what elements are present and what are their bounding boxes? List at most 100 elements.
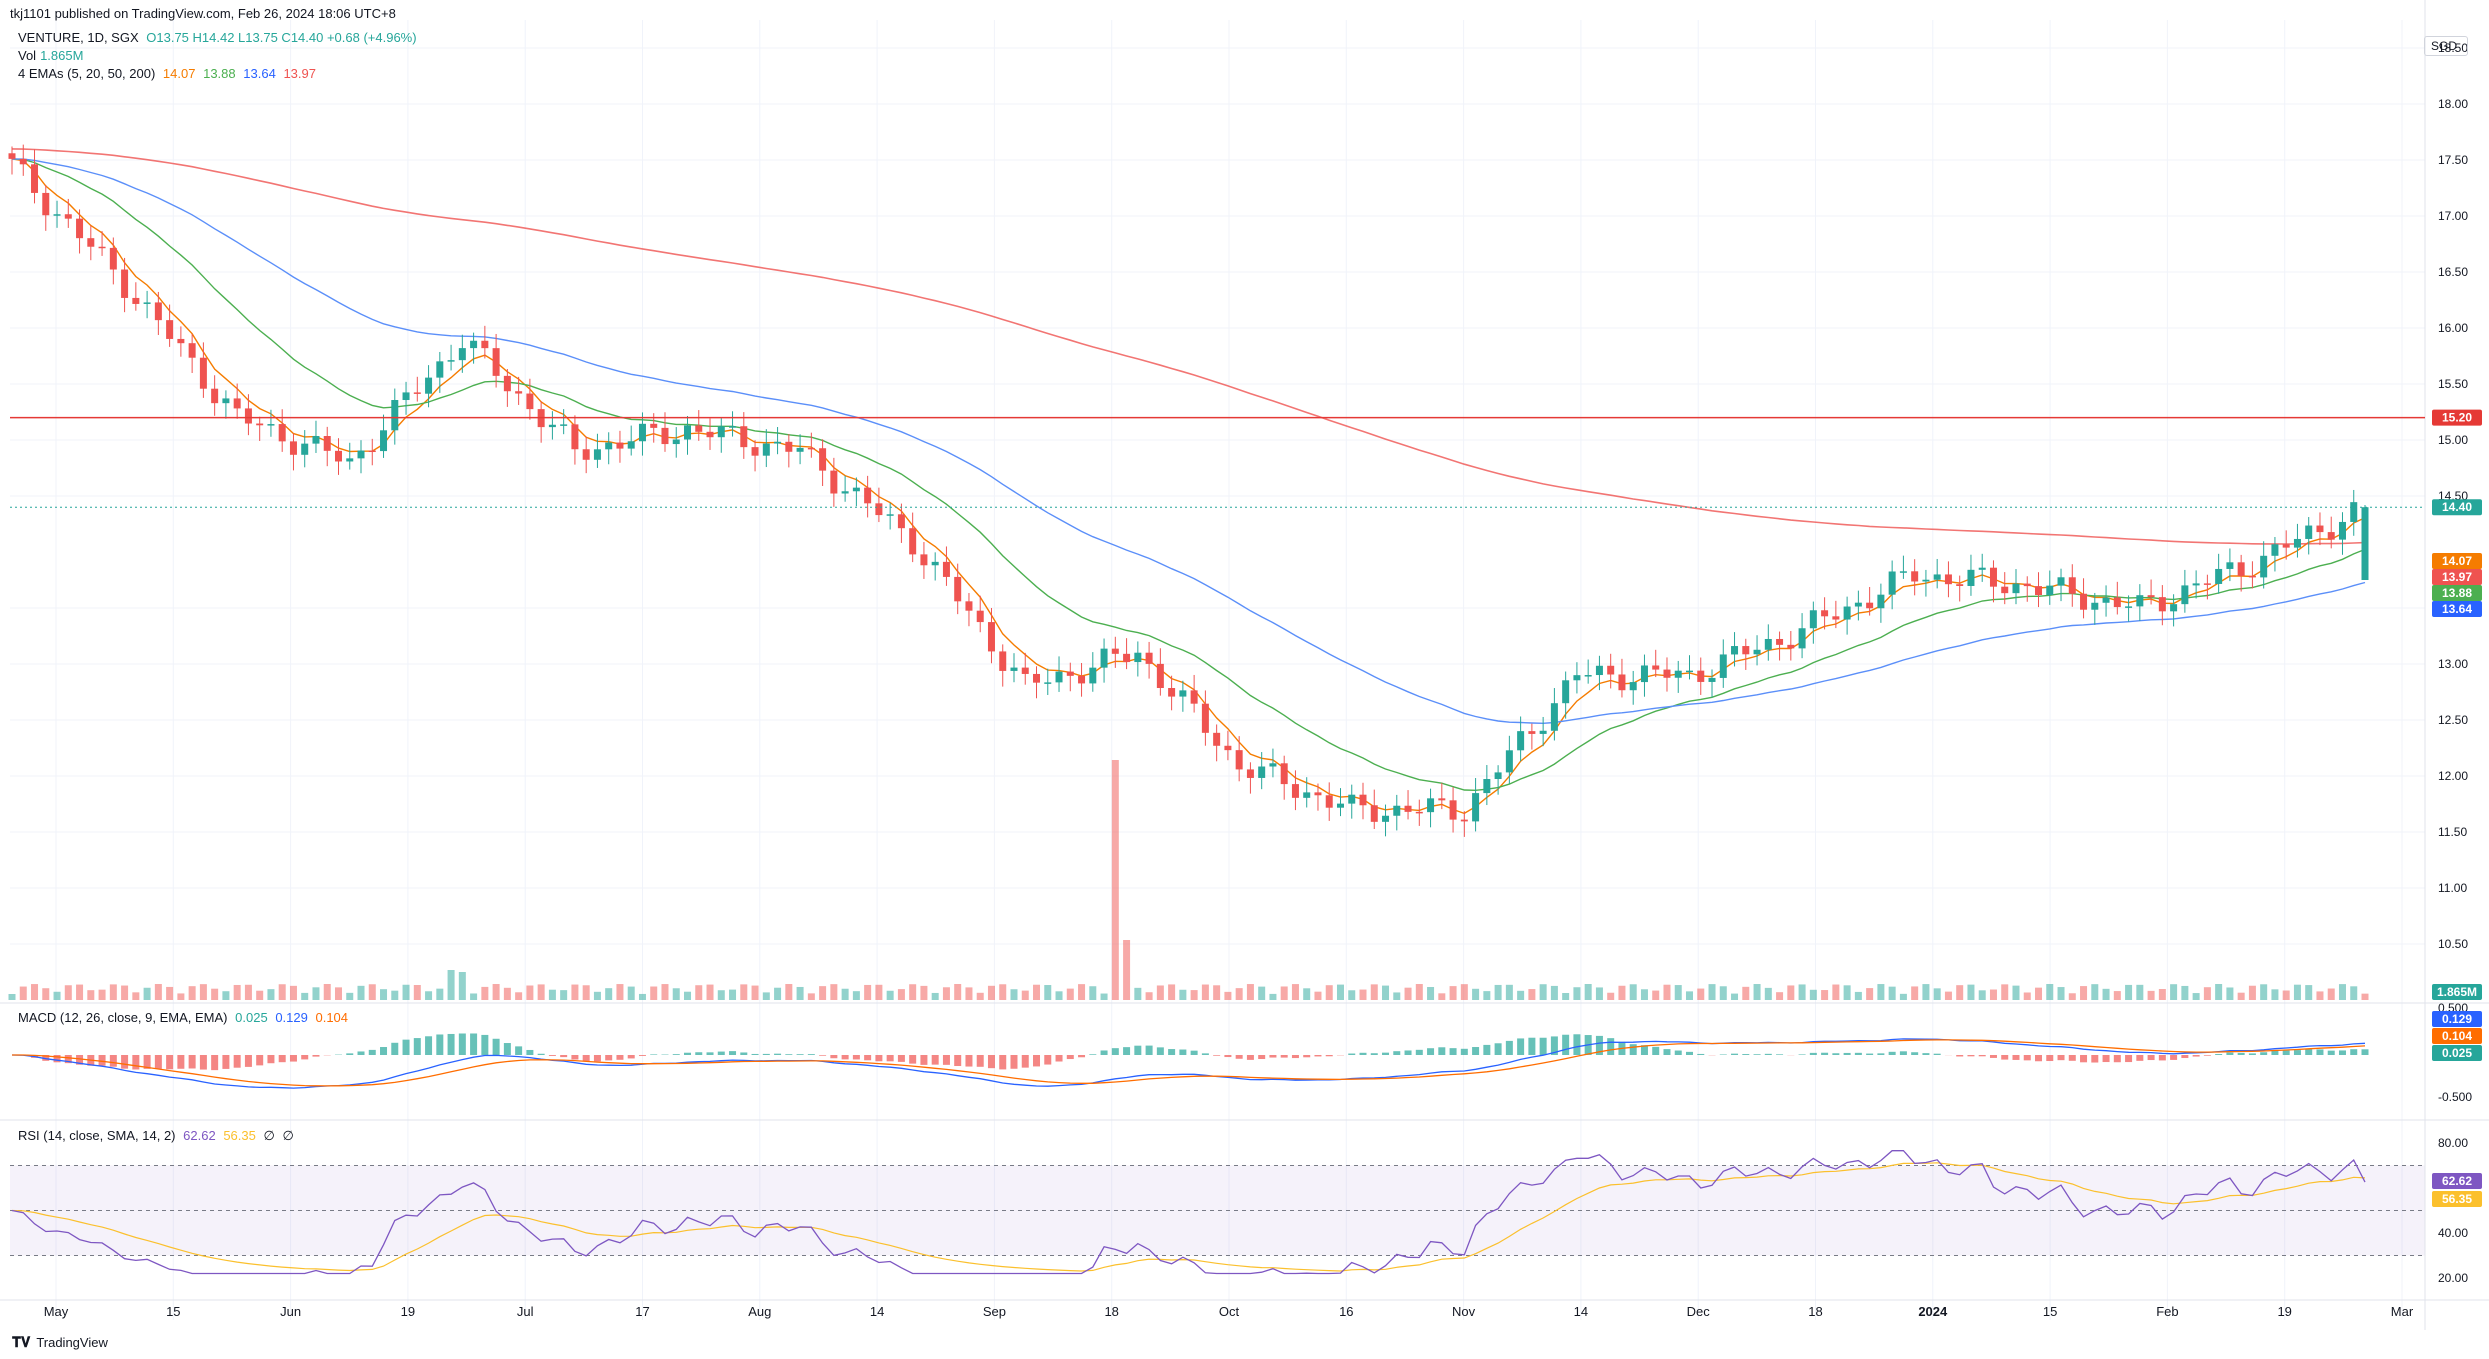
macd-histogram-bar — [1933, 1053, 1941, 1055]
candle-body — [593, 449, 601, 460]
macd-histogram-bar — [492, 1038, 500, 1055]
macd-histogram-bar — [2316, 1049, 2324, 1055]
candle-body — [1674, 670, 1682, 678]
volume-bar — [244, 984, 252, 1000]
candle-body — [1370, 805, 1378, 822]
volume-bar — [334, 987, 342, 1000]
macd-histogram-bar — [1460, 1048, 1468, 1055]
volume-bar — [2293, 984, 2301, 1000]
candle-body — [19, 158, 27, 165]
candle-body — [1314, 792, 1322, 796]
candle-body — [121, 269, 129, 298]
macd-histogram-bar — [199, 1055, 207, 1070]
macd-histogram-bar — [1472, 1047, 1480, 1055]
volume-bar — [1618, 985, 1626, 1000]
candle-body — [1517, 731, 1525, 751]
macd-histogram-bar — [1055, 1055, 1063, 1062]
price-tick: 18.00 — [2438, 97, 2468, 111]
macd-histogram-bar — [267, 1055, 275, 1064]
candle-body — [1719, 654, 1727, 678]
candle-body — [2215, 568, 2223, 584]
volume-bar — [2091, 984, 2099, 1000]
macd-histogram-bar — [2001, 1055, 2009, 1060]
candle-body — [1066, 671, 1074, 676]
volume-bar — [684, 991, 692, 1000]
macd-histogram-bar — [2350, 1049, 2358, 1055]
price-grid — [10, 20, 2425, 1320]
price-tick: 15.00 — [2438, 433, 2468, 447]
candle-body — [1460, 819, 1468, 822]
macd-histogram-bar — [593, 1055, 601, 1062]
candle-body — [1336, 803, 1344, 808]
volume-bar — [1584, 984, 1592, 1000]
volume-bar — [2068, 993, 2076, 1000]
volume-bar — [380, 989, 388, 1000]
macd-histogram-bar — [1134, 1045, 1142, 1055]
macd-histogram-bar — [1078, 1055, 1086, 1058]
volume-bar — [64, 985, 72, 1000]
candle-body — [76, 218, 84, 239]
candle-body — [1393, 805, 1401, 816]
volume-bar — [515, 992, 523, 1000]
candle-body — [999, 651, 1007, 671]
candle-body — [458, 348, 466, 361]
volume-bar — [1685, 991, 1693, 1000]
time-tick: 15 — [166, 1304, 180, 1319]
candle-body — [785, 441, 793, 452]
candle-body — [1922, 579, 1930, 582]
macd-histogram-bar — [1731, 1053, 1739, 1055]
macd-histogram-bar — [1190, 1050, 1198, 1055]
macd-histogram-bar — [605, 1055, 613, 1061]
volume-bar — [931, 992, 939, 1000]
candle-body — [1100, 648, 1108, 668]
volume-bar — [1550, 985, 1558, 1000]
volume-bar — [1483, 991, 1491, 1000]
volume-bar — [560, 990, 568, 1000]
macd-histogram-bar — [909, 1055, 917, 1064]
candle-body — [1933, 574, 1941, 580]
macd-histogram-bar — [1325, 1055, 1333, 1057]
price-label-bg — [2432, 601, 2482, 617]
time-tick: Aug — [748, 1304, 771, 1319]
volume-bar — [2125, 984, 2133, 1000]
volume-bar — [1607, 992, 1615, 1000]
candle-body — [2192, 583, 2200, 586]
macd-histogram-bar — [1404, 1050, 1412, 1055]
volume-bar — [1033, 984, 1041, 1000]
macd-histogram-bar — [42, 1055, 50, 1061]
candle-body — [447, 360, 455, 362]
candle-body — [1235, 750, 1243, 770]
volume-bar — [1044, 985, 1052, 1000]
volume-bar — [1562, 993, 1570, 1000]
currency-badge[interactable]: SGD — [2424, 36, 2469, 56]
volume-bar — [1404, 987, 1412, 1000]
macd-histogram-bar — [1494, 1043, 1502, 1055]
candle-body — [695, 425, 703, 432]
volume-bar — [143, 987, 151, 1000]
volume-bar — [98, 989, 106, 1000]
candle-body — [42, 192, 50, 216]
macd-histogram-bar — [650, 1054, 658, 1055]
macd-histogram-bar — [1156, 1047, 1164, 1055]
time-tick: 18 — [1104, 1304, 1118, 1319]
volume-bar — [695, 985, 703, 1000]
volume-bar — [1764, 987, 1772, 1000]
volume-label: 1.865M — [2437, 985, 2477, 999]
candle-body — [357, 450, 365, 459]
macd-histogram-bar — [1742, 1054, 1750, 1055]
price-label-bg — [2432, 569, 2482, 585]
volume-bar — [1460, 984, 1468, 1000]
time-tick: Feb — [2156, 1304, 2178, 1319]
volume-bar — [852, 991, 860, 1000]
volume-bar — [605, 988, 613, 1000]
candle-body — [605, 442, 613, 450]
macd-histogram-bar — [751, 1053, 759, 1055]
volume-bar — [199, 984, 207, 1000]
macd-histogram-bar — [785, 1054, 793, 1055]
macd-histogram-bar — [1663, 1049, 1671, 1055]
rsi-label-bg — [2432, 1191, 2482, 1207]
candle-body — [1944, 574, 1952, 585]
candle-body — [1764, 638, 1772, 650]
macd-label: 0.025 — [2442, 1046, 2472, 1060]
